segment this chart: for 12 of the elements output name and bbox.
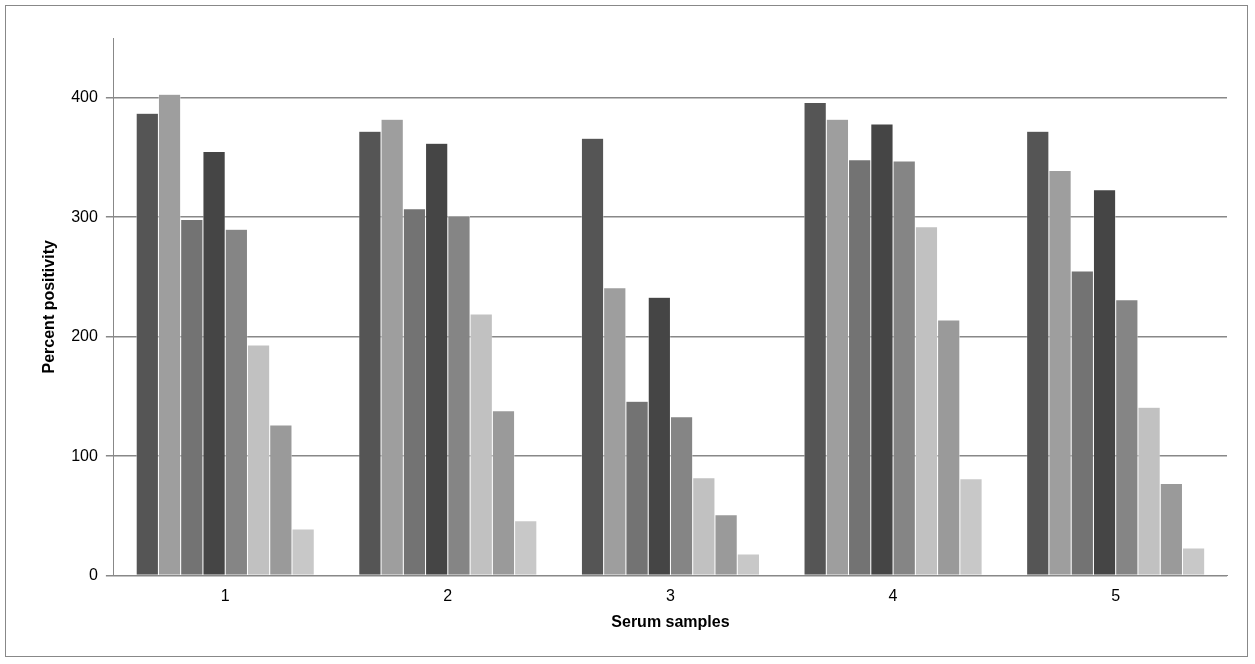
x-tick-label: 3 (665, 586, 675, 604)
x-tick-label: 1 (220, 586, 230, 604)
y-tick-label: 100 (71, 446, 98, 464)
y-tick-label: 0 (88, 566, 98, 584)
x-tick-label: 4 (888, 586, 898, 604)
y-tick-label: 300 (71, 207, 98, 225)
x-axis-title: Serum samples (611, 612, 730, 630)
x-tick-label: 5 (1111, 586, 1121, 604)
y-tick-label: 200 (71, 327, 98, 345)
y-axis-title: Percent positivity (40, 240, 58, 374)
y-tick-label: 400 (71, 88, 98, 106)
x-tick-label: 2 (443, 586, 453, 604)
